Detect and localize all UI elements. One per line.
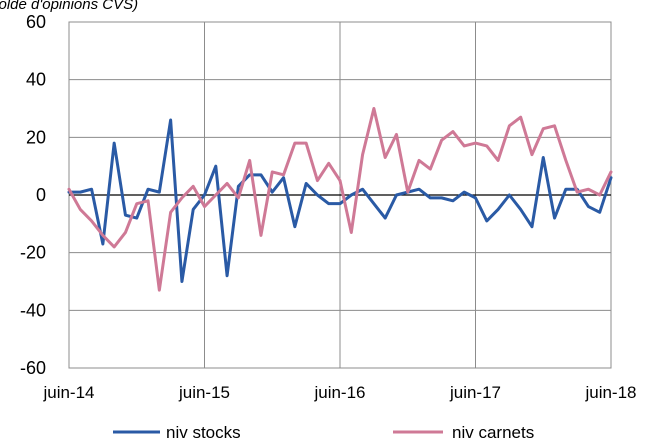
legend-label-niv-stocks: niv stocks xyxy=(166,423,241,440)
series-line-niv-stocks xyxy=(67,118,613,283)
x-tick-label: juin-17 xyxy=(449,383,501,402)
series-line-niv-carnets xyxy=(67,107,613,292)
y-tick-label: 20 xyxy=(26,127,46,147)
y-tick-label: 0 xyxy=(36,185,46,205)
legend-label-niv-carnets: niv carnets xyxy=(452,423,534,440)
legend: niv stocks niv carnets xyxy=(113,423,534,440)
x-tick-label: juin-14 xyxy=(42,383,94,402)
x-tick-label: juin-15 xyxy=(178,383,230,402)
x-tick-label: juin-18 xyxy=(584,383,636,402)
y-tick-label: -40 xyxy=(20,300,46,320)
x-axis-tick-labels: juin-14 juin-15 juin-16 juin-17 juin-18 xyxy=(42,383,636,402)
series-lines xyxy=(67,107,613,292)
chart-subtitle: (solde d'opinions CVS) xyxy=(0,0,138,13)
y-tick-label: 60 xyxy=(26,12,46,32)
y-tick-label: -20 xyxy=(20,243,46,263)
y-tick-label: 40 xyxy=(26,70,46,90)
y-tick-label: -60 xyxy=(20,358,46,378)
y-axis-tick-labels: 60 40 20 0 -20 -40 -60 xyxy=(20,12,46,378)
x-tick-label: juin-16 xyxy=(313,383,365,402)
axes xyxy=(68,21,612,369)
